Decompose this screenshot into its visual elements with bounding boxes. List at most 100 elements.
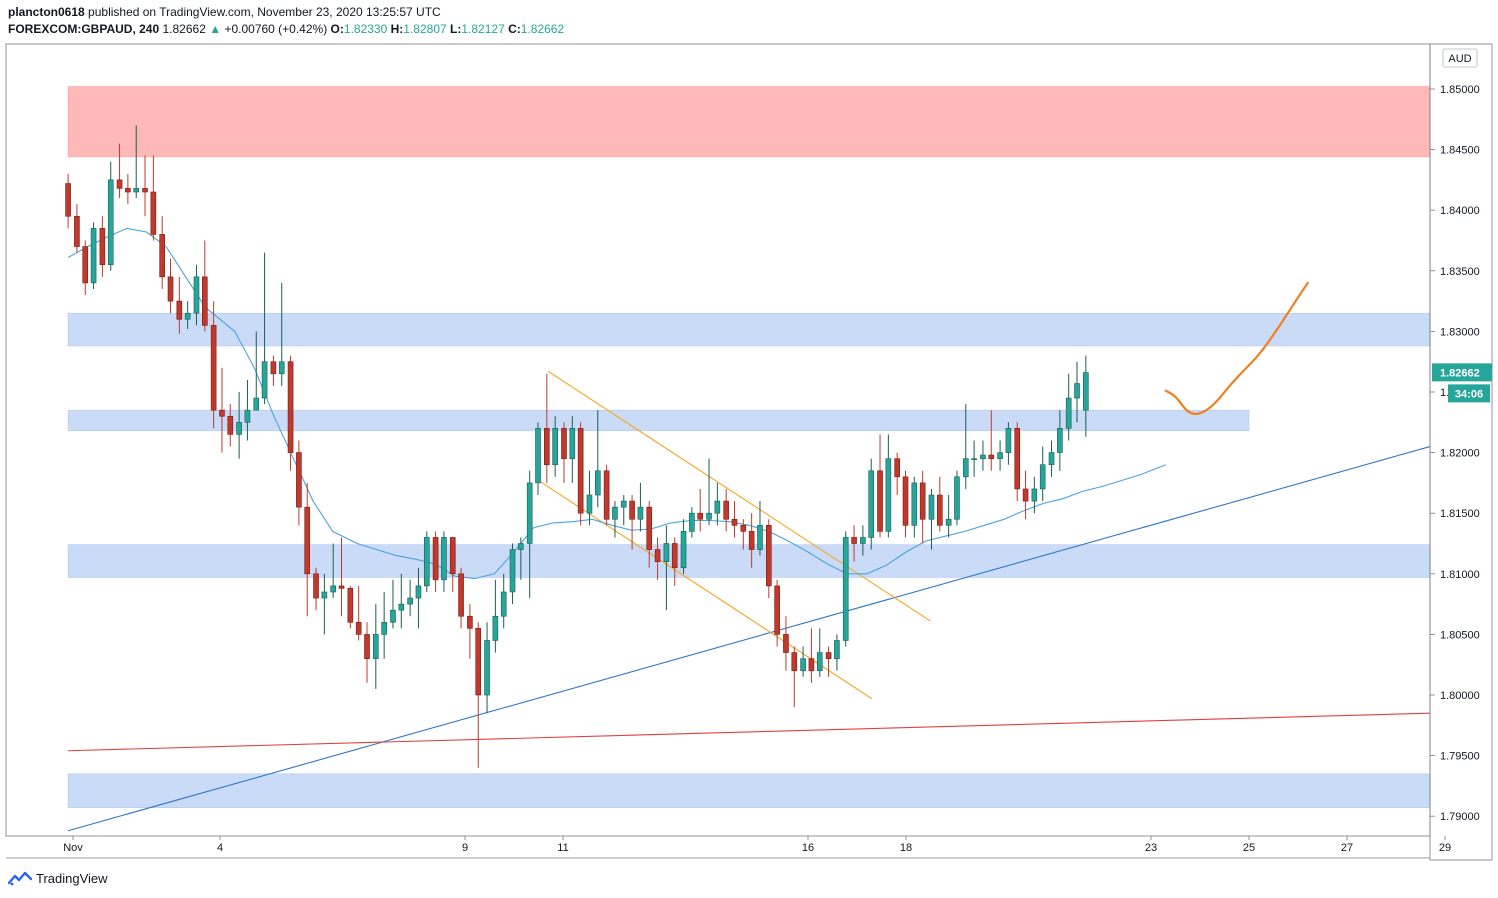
up-arrow-icon: ▲	[209, 22, 222, 36]
candle-93	[860, 525, 866, 556]
last-price: 1.82662	[162, 22, 206, 36]
candle-body	[107, 179, 114, 266]
candle-60	[577, 422, 584, 526]
support-zone-4[interactable]	[67, 773, 1431, 809]
candle-14	[184, 301, 191, 329]
candle-body	[184, 312, 191, 320]
candle-body	[210, 325, 217, 411]
candle-body	[731, 518, 738, 526]
candle-77	[723, 488, 729, 532]
candle-119	[1083, 355, 1089, 437]
open-label: O:	[330, 22, 344, 36]
candle-body	[851, 537, 857, 544]
x-tick-label: 27	[1341, 842, 1353, 854]
channel-lower-line[interactable]	[538, 480, 873, 700]
tradingview-logo-icon[interactable]	[8, 870, 32, 886]
candle-101	[928, 488, 935, 550]
candle-body	[980, 454, 986, 459]
open-value: 1.82330	[343, 22, 388, 36]
price-change: +0.00760 (+0.42%)	[224, 22, 328, 36]
candle-58	[561, 422, 567, 483]
candle-10	[150, 155, 157, 241]
candle-body	[330, 585, 336, 593]
candle-body	[227, 415, 234, 435]
candle-41	[415, 567, 422, 629]
countdown-value: 34:06	[1455, 388, 1483, 400]
candle-body	[569, 428, 576, 459]
close-label: C:	[508, 22, 521, 36]
currency-badge[interactable]: AUD	[1442, 48, 1478, 68]
candle-body	[928, 494, 935, 520]
price-axis[interactable]: AUD 1.85000 1.84500 1.84000 1.83500 1.83000 1.…	[1430, 48, 1492, 823]
candle-body	[253, 397, 260, 411]
candle-1	[74, 204, 80, 253]
zones-layer	[67, 86, 1431, 809]
candle-body	[150, 191, 157, 235]
support-zone-3[interactable]	[67, 544, 1431, 578]
candle-70	[663, 525, 670, 611]
tradingview-brand[interactable]: TradingView	[36, 870, 108, 886]
candle-35	[364, 622, 370, 683]
candle-body	[877, 470, 883, 532]
price-tag-value: 1.82662	[1440, 367, 1480, 379]
candle-17	[210, 301, 217, 429]
candle-body	[1065, 397, 1072, 429]
candle-body	[997, 452, 1003, 459]
candle-body	[842, 537, 849, 641]
candle-body	[1031, 488, 1038, 502]
candle-body	[338, 585, 345, 589]
candle-body	[971, 458, 977, 460]
candle-45	[449, 537, 456, 592]
candle-49	[484, 622, 490, 714]
chart-header: plancton0618 published on TradingView.co…	[8, 4, 564, 38]
x-tick-label: 29	[1439, 842, 1451, 854]
publish-line: plancton0618 published on TradingView.co…	[8, 4, 564, 21]
candle-body	[1057, 428, 1063, 453]
last-price-tag[interactable]: 1.82662 34:06	[1432, 363, 1492, 403]
candle-100	[919, 470, 926, 544]
moving-average-line	[67, 227, 1166, 580]
candle-body	[834, 640, 840, 659]
candle-34	[355, 585, 362, 641]
candle-body	[1022, 488, 1029, 502]
candle-64	[612, 501, 618, 538]
candle-44	[441, 531, 447, 592]
candle-body	[518, 543, 524, 550]
rising-trend-line[interactable]	[67, 446, 1431, 832]
support-zone-1[interactable]	[67, 312, 1431, 347]
candle-body	[723, 500, 729, 520]
candle-body	[714, 500, 721, 514]
candle-body	[398, 603, 405, 611]
candle-body	[535, 428, 541, 484]
candle-body	[646, 506, 653, 550]
resistance-zone-0[interactable]	[67, 86, 1431, 158]
candle-62	[594, 410, 601, 508]
projection-path[interactable]	[1164, 281, 1309, 415]
candle-body	[629, 500, 635, 520]
long-red-line[interactable]	[68, 712, 1431, 752]
candle-26	[287, 355, 294, 471]
candle-body	[441, 537, 447, 581]
x-tick-label: 11	[557, 842, 568, 854]
author-name[interactable]: plancton0618	[8, 5, 85, 19]
channel-upper-line[interactable]	[547, 370, 931, 622]
candle-12	[167, 258, 174, 314]
candle-body	[321, 591, 328, 599]
candle-32	[338, 537, 345, 617]
time-axis[interactable]: Nov4911161823252729Dec35	[63, 836, 1498, 854]
candle-body	[1048, 452, 1055, 466]
candle-body	[407, 597, 413, 605]
candle-97	[894, 452, 900, 496]
candle-body	[954, 476, 960, 520]
support-zone-2[interactable]	[67, 409, 1250, 432]
candle-8	[133, 125, 140, 199]
candle-body	[1083, 372, 1089, 411]
candle-13	[176, 276, 183, 334]
candle-82	[765, 519, 772, 599]
candle-51	[500, 573, 507, 629]
symbol-label[interactable]: FOREXCOM:GBPAUD, 240	[8, 22, 160, 36]
candle-body	[919, 482, 926, 520]
footer: TradingView	[8, 870, 108, 886]
candle-110	[1005, 422, 1012, 465]
